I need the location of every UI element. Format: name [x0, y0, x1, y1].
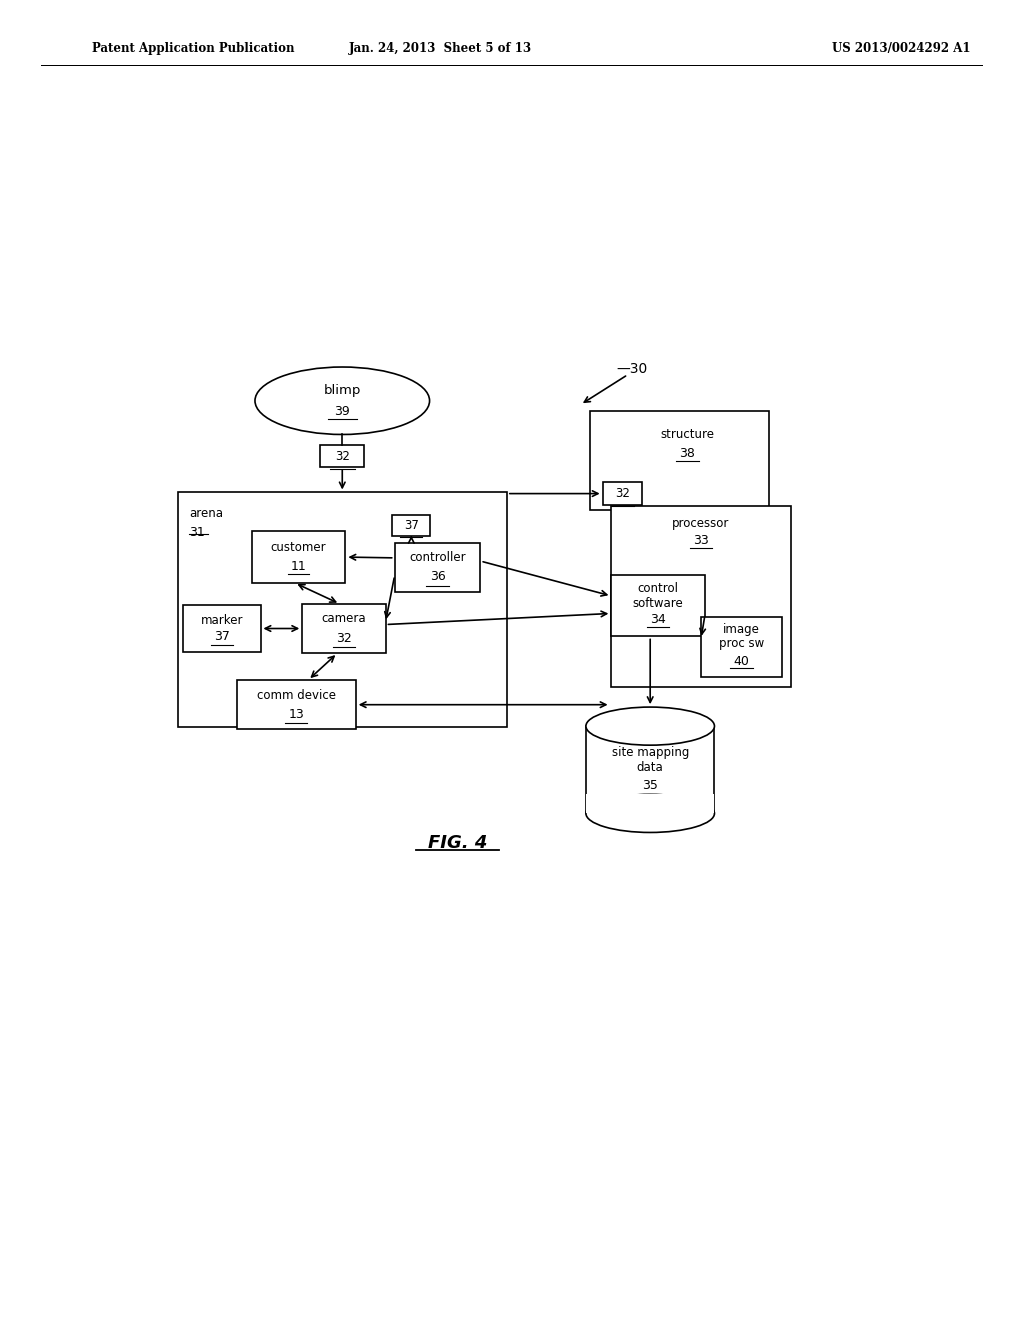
- Text: site mapping: site mapping: [611, 746, 689, 759]
- Text: Jan. 24, 2013  Sheet 5 of 13: Jan. 24, 2013 Sheet 5 of 13: [349, 42, 531, 55]
- Bar: [610, 507, 792, 688]
- Text: —30: —30: [616, 362, 647, 376]
- Text: structure: structure: [660, 429, 715, 441]
- Bar: [611, 574, 705, 636]
- Text: US 2013/0024292 A1: US 2013/0024292 A1: [831, 42, 971, 55]
- Ellipse shape: [586, 708, 715, 746]
- Ellipse shape: [255, 367, 430, 434]
- Bar: [392, 515, 430, 536]
- Text: 35: 35: [642, 779, 658, 792]
- Bar: [586, 726, 715, 813]
- Text: controller: controller: [410, 552, 466, 565]
- Bar: [252, 531, 345, 583]
- Bar: [701, 616, 782, 677]
- Text: 39: 39: [335, 405, 350, 418]
- Text: 37: 37: [403, 519, 419, 532]
- Text: proc sw: proc sw: [719, 638, 764, 649]
- Text: data: data: [637, 760, 664, 774]
- Ellipse shape: [586, 795, 715, 833]
- Bar: [321, 445, 365, 467]
- Text: 13: 13: [289, 708, 304, 721]
- Text: 32: 32: [336, 631, 351, 644]
- Text: blimp: blimp: [324, 384, 360, 397]
- Text: control: control: [638, 582, 679, 594]
- Bar: [182, 606, 260, 652]
- Text: 37: 37: [214, 630, 229, 643]
- Text: 32: 32: [615, 487, 630, 500]
- Text: 31: 31: [189, 525, 205, 539]
- Bar: [237, 680, 355, 729]
- Text: 36: 36: [430, 570, 445, 583]
- Bar: [602, 483, 642, 504]
- Text: FIG. 4: FIG. 4: [428, 834, 487, 851]
- Text: 40: 40: [733, 655, 750, 668]
- Text: 33: 33: [693, 533, 709, 546]
- Text: 38: 38: [680, 447, 695, 461]
- Text: 11: 11: [291, 560, 306, 573]
- Bar: [586, 795, 715, 813]
- Bar: [590, 411, 769, 510]
- Bar: [302, 605, 385, 653]
- Text: image: image: [723, 623, 760, 636]
- Text: comm device: comm device: [257, 689, 336, 702]
- Bar: [394, 543, 480, 591]
- Text: arena: arena: [189, 507, 223, 520]
- Bar: [177, 492, 507, 726]
- Text: customer: customer: [270, 541, 327, 554]
- Text: marker: marker: [201, 614, 243, 627]
- Text: camera: camera: [322, 612, 367, 626]
- Text: processor: processor: [673, 517, 730, 531]
- Text: Patent Application Publication: Patent Application Publication: [92, 42, 295, 55]
- Text: software: software: [633, 597, 683, 610]
- Text: 32: 32: [335, 450, 350, 463]
- Text: 34: 34: [650, 614, 666, 626]
